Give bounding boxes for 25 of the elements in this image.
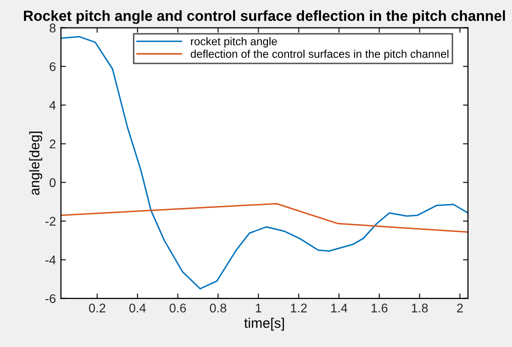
x-tick-label: 0.4 xyxy=(129,304,146,312)
line-series xyxy=(60,202,468,233)
x-tick-label: 0.2 xyxy=(89,304,106,312)
y-tick-label: -2 xyxy=(46,216,56,226)
y-tick-label: 8 xyxy=(50,24,56,32)
y-tick-label: 4 xyxy=(49,101,56,110)
x-tick-label: 0.6 xyxy=(170,304,186,312)
x-tick-label: 1.2 xyxy=(290,304,307,312)
line-series xyxy=(60,36,468,290)
x-tick-label: 1.6 xyxy=(372,304,388,312)
y-tick-label: -4 xyxy=(46,256,56,264)
x-tick-label: 1 xyxy=(256,304,262,312)
chart-title: Rocket pitch angle and control surface deflection in the pitch channel xyxy=(24,10,505,24)
x-axis-title: time[s] xyxy=(244,318,284,331)
x-tick-label: 1.8 xyxy=(412,304,428,312)
legend-label: rocket pitch angle xyxy=(191,37,277,48)
y-tick-label: -6 xyxy=(46,294,56,304)
y-axis-title: angle[deg] xyxy=(29,132,42,195)
x-tick-label: 0.8 xyxy=(210,304,226,312)
x-tick-label: 2 xyxy=(457,304,463,312)
x-tick-label: 1.4 xyxy=(331,304,348,312)
y-tick-label: 0 xyxy=(50,178,56,188)
y-tick-label: 2 xyxy=(50,140,56,148)
legend-label: deflection of the control surfaces in the pitch channel xyxy=(190,50,448,60)
y-tick-label: 6 xyxy=(50,62,56,72)
